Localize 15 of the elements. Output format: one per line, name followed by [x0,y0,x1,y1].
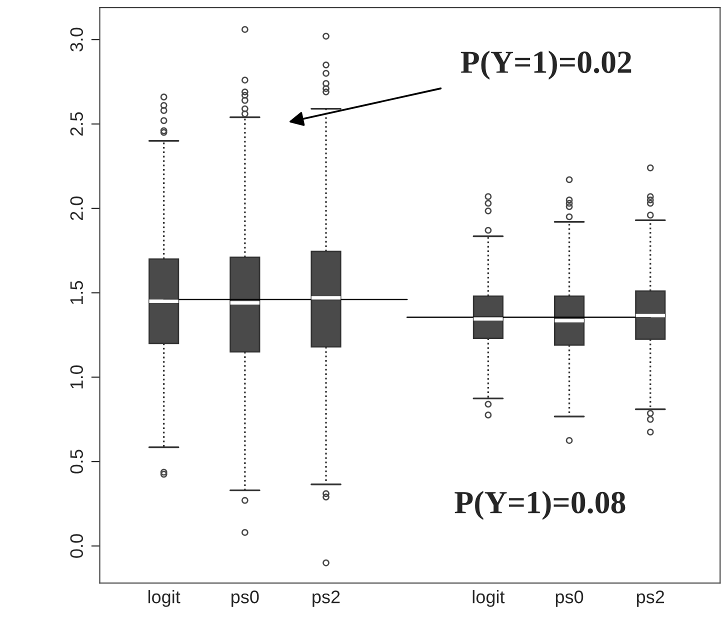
y-tick-label: 1.0 [70,365,84,388]
x-tick-label: logit [148,590,180,607]
y-tick-label: 2.5 [70,112,84,136]
x-tick-label: ps0 [232,590,259,607]
x-tick-label: logit [472,590,505,607]
y-tick-label: 3.0 [70,28,84,52]
y-tick-label: 0.0 [70,534,84,558]
annotation: P(Y=1)=0.08 [454,490,626,520]
annotation: P(Y=1)=0.02 [460,50,632,80]
y-tick-label: 1.5 [70,280,84,304]
x-tick-label: ps2 [636,590,664,607]
y-tick-label: 0.5 [70,450,84,474]
y-tick-label: 2.0 [70,196,84,220]
x-tick-label: ps2 [312,590,340,607]
x-tick-label: ps0 [556,590,584,607]
